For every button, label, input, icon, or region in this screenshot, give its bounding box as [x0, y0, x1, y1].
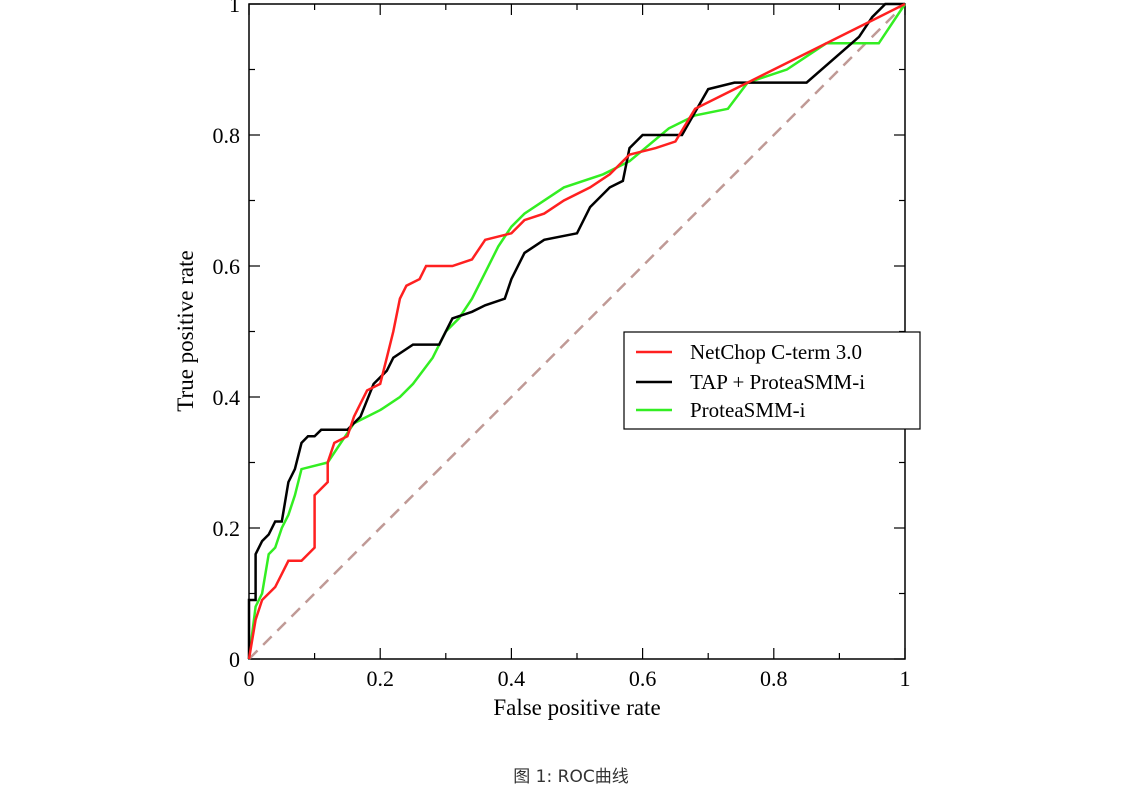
legend-label-tap-proteasmm-i: TAP + ProteaSMM-i: [690, 370, 865, 394]
y-tick-labels: 0 0.2 0.4 0.6 0.8 1: [213, 0, 241, 672]
y-tick-label: 0.6: [213, 254, 241, 279]
figure-caption: 图 1: ROC曲线: [513, 767, 629, 787]
x-tick-label: 0.2: [366, 666, 394, 691]
legend-label-proteasmm-i: ProteaSMM-i: [690, 398, 806, 422]
y-tick-label: 0.2: [213, 516, 241, 541]
legend-label-netchop: NetChop C-term 3.0: [690, 340, 862, 364]
x-tick-label: 0.4: [498, 666, 526, 691]
series-line-tap-proteasmm-i: [247, 2, 905, 659]
x-axis-title: False positive rate: [493, 695, 660, 720]
series-line-proteasmm-i: [247, 3, 907, 660]
y-tick-label: 0: [229, 647, 240, 672]
x-tick-label: 0: [244, 666, 255, 691]
series-line-diagonal-reference: [248, 3, 906, 660]
y-tick-label: 0.4: [213, 385, 241, 410]
y-axis-title: True positive rate: [173, 250, 198, 411]
series-line-netchop: [247, 2, 906, 660]
y-tick-label: 1: [229, 0, 240, 17]
x-tick-labels: 0 0.2 0.4 0.6 0.8 1: [244, 666, 911, 691]
legend-box: [623, 331, 921, 430]
legend: NetChop C-term 3.0 TAP + ProteaSMM-i Pro…: [623, 331, 921, 430]
y-tick-label: 0.8: [213, 123, 241, 148]
x-tick-label: 1: [900, 666, 911, 691]
x-tick-label: 0.6: [629, 666, 657, 691]
x-tick-label: 0.8: [760, 666, 788, 691]
